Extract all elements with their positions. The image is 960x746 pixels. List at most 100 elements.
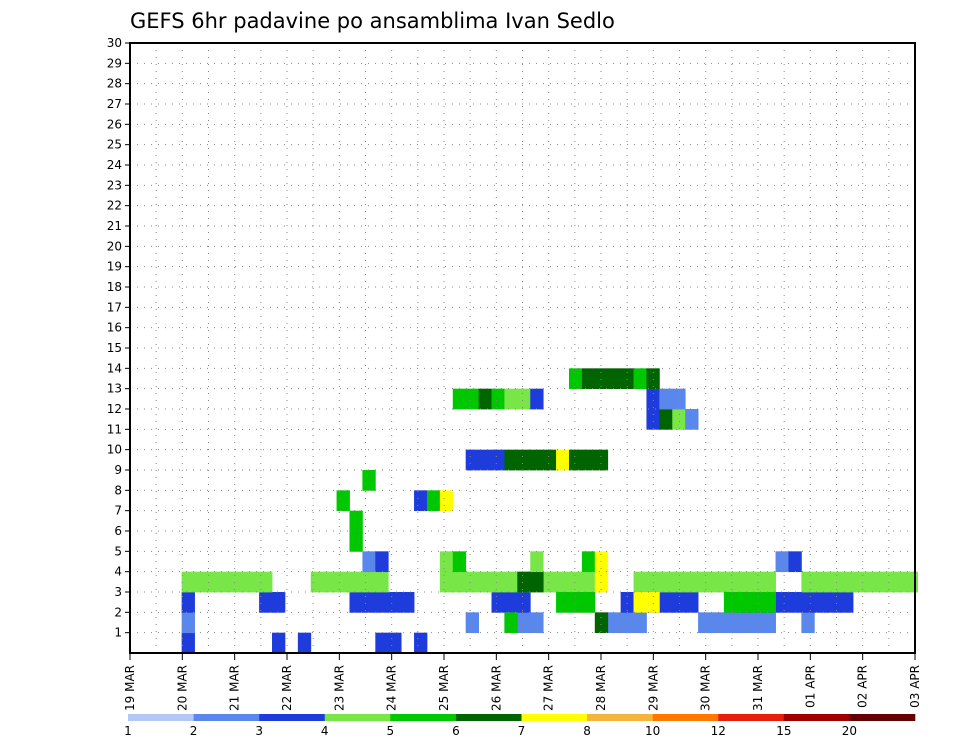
heatmap-cell [698, 571, 712, 593]
heatmap-cell [736, 571, 751, 593]
heatmap-cell [362, 551, 376, 573]
y-tick-label: 17 [107, 300, 122, 314]
x-tick-label: 02 APR [856, 665, 870, 708]
heatmap-cell [801, 592, 815, 613]
grid-layer [129, 43, 915, 653]
heatmap-cell [775, 592, 789, 613]
heatmap-cell [646, 368, 660, 390]
heatmap-cell [181, 632, 195, 654]
heatmap-cell [272, 632, 286, 654]
heatmap-cell [581, 571, 596, 593]
heatmap-cell [581, 449, 596, 471]
heatmap-cell [556, 449, 570, 471]
heatmap-cell [620, 612, 634, 634]
heatmap-cell [762, 592, 776, 613]
x-tick-label: 30 MAR [699, 665, 713, 711]
colorbar-swatch [587, 714, 653, 721]
colorbar-label: 10 [645, 724, 660, 738]
colorbar-swatch [521, 714, 588, 721]
heatmap-cell [723, 612, 738, 634]
heatmap-cell [439, 490, 454, 512]
y-tick-label: 3 [114, 585, 122, 599]
heatmap-cell [465, 612, 479, 634]
heatmap-cell [594, 368, 609, 390]
heatmap-cell [181, 612, 195, 634]
heatmap-cell [568, 571, 583, 593]
colorbar-swatch [193, 714, 260, 721]
heatmap-cell [568, 449, 583, 471]
heatmap-cell [491, 388, 505, 410]
heatmap-cell [711, 612, 725, 634]
heatmap-cell [491, 571, 505, 593]
y-tick-label: 1 [114, 626, 122, 640]
y-tick-label: 20 [107, 239, 122, 253]
heatmap-cell [259, 571, 273, 593]
colorbar-label: 8 [583, 724, 591, 738]
x-tick-label: 22 MAR [280, 665, 294, 711]
heatmap-cell [659, 388, 673, 410]
heatmap-cell [220, 571, 234, 593]
heatmap-cell [465, 388, 479, 410]
heatmap-cell [297, 632, 312, 654]
heatmap-cell [556, 571, 570, 593]
y-tick-label: 2 [114, 605, 122, 619]
heatmap-cell [594, 612, 609, 634]
y-tick-label: 21 [107, 219, 122, 233]
colorbar-swatch [390, 714, 457, 721]
heatmap-cell [736, 612, 751, 634]
heatmap-cell [194, 571, 208, 593]
heatmap-cell [646, 409, 660, 430]
heatmap-cell [530, 449, 544, 471]
colorbar: 1 2 3 4 5 6 7 8 10 12 15 20 [124, 714, 916, 738]
heatmap-cell [181, 592, 195, 613]
heatmap-cell [414, 490, 428, 512]
y-tick-label: 12 [107, 402, 122, 416]
y-tick-label: 6 [114, 524, 122, 538]
heatmap-cell [685, 592, 699, 613]
heatmap-cell [762, 612, 776, 634]
heatmap-cell [711, 571, 725, 593]
heatmap-cell [594, 449, 609, 471]
heatmap-cell [259, 592, 273, 613]
heatmap-cell [517, 612, 531, 634]
heatmap-cell [362, 470, 376, 491]
heatmap-cell [375, 592, 389, 613]
heatmap-cell [504, 449, 518, 471]
heatmap-cell [491, 449, 505, 471]
heatmap-cell [336, 490, 350, 512]
x-tick-label: 28 MAR [594, 665, 608, 711]
x-tick-label: 23 MAR [332, 665, 346, 711]
heatmap-cell [349, 531, 363, 552]
colorbar-label: 1 [124, 724, 132, 738]
heatmap-cell [517, 388, 531, 410]
colorbar-swatch [324, 714, 391, 721]
heatmap-cell [504, 612, 518, 634]
heatmap-cell [633, 368, 647, 390]
y-tick-label: 27 [107, 97, 122, 111]
heatmap-cell [401, 592, 415, 613]
heatmap-cell [801, 612, 815, 634]
heatmap-cell [504, 571, 518, 593]
heatmap-cell [530, 612, 544, 634]
heatmap-cell [233, 571, 247, 593]
heatmap-cell [246, 571, 260, 593]
heatmap-cell [607, 368, 622, 390]
heatmap-cell [672, 409, 686, 430]
heatmap-cell [607, 612, 622, 634]
heatmap-cell [762, 571, 776, 593]
heatmap-cell [672, 388, 686, 410]
y-tick-label: 13 [107, 382, 122, 396]
heatmap-cell [556, 592, 570, 613]
heatmap-cell [362, 592, 376, 613]
heatmap-cell [504, 592, 518, 613]
x-tick-label: 20 MAR [175, 665, 189, 711]
heatmap-cell [840, 571, 854, 593]
heatmap-cell [439, 551, 454, 573]
x-tick-label: 25 MAR [437, 665, 451, 711]
heatmap-cell [646, 592, 660, 613]
heatmap-cell [659, 592, 673, 613]
x-tick-label: 24 MAR [385, 665, 399, 711]
heatmap-cell [878, 571, 893, 593]
heatmap-cell [865, 571, 880, 593]
heatmap-cell [323, 571, 337, 593]
